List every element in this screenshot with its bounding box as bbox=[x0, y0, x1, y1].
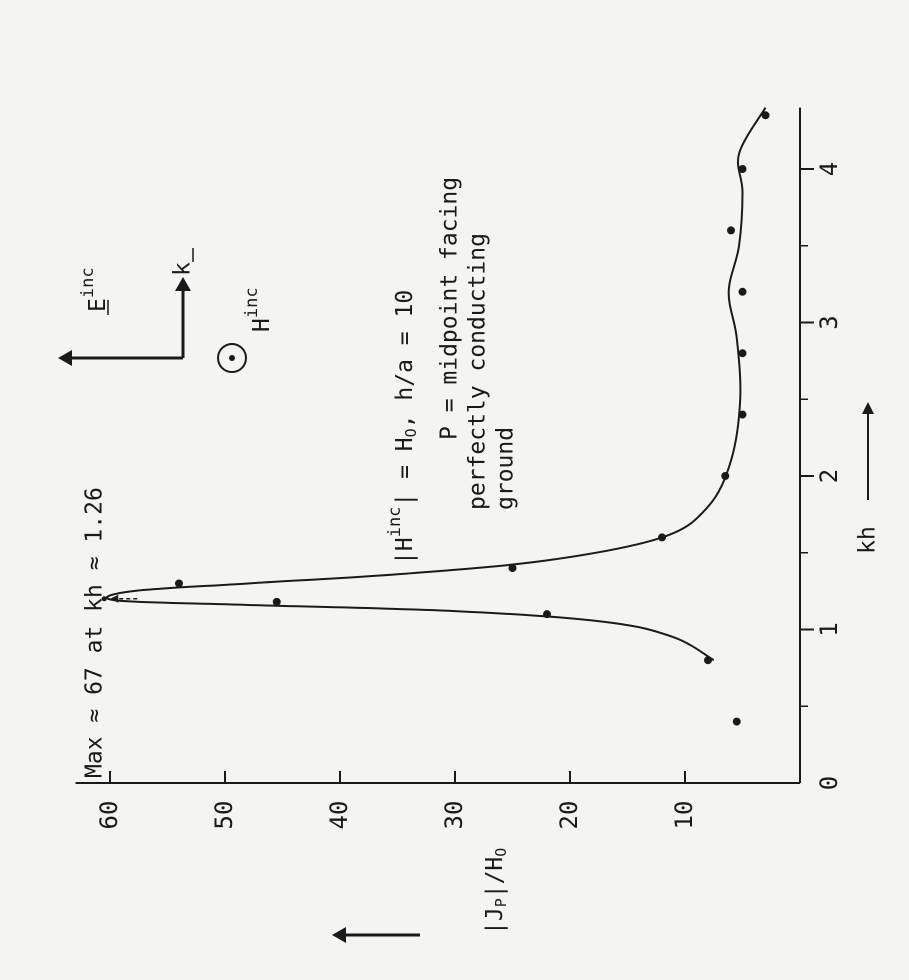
k-label-group: k bbox=[170, 262, 196, 276]
x-tick-label: 2 bbox=[815, 469, 843, 483]
y-tick-label: 50 bbox=[210, 801, 238, 830]
x-tick-label: 1 bbox=[815, 622, 843, 636]
data-point bbox=[721, 472, 730, 480]
y-tick-label: 30 bbox=[440, 801, 468, 830]
y-tick-label: 40 bbox=[325, 801, 353, 830]
data-point bbox=[738, 287, 747, 296]
x-tick-label: 0 bbox=[815, 776, 843, 790]
incident-field-label: |Hinc| = HO, h/a = 10 bbox=[385, 290, 420, 565]
y-axis-label: |JP|/HO bbox=[482, 848, 510, 935]
data-point bbox=[508, 564, 517, 573]
data-point bbox=[175, 579, 183, 588]
data-point bbox=[704, 656, 712, 665]
p-definition-line: P = midpoint facing bbox=[437, 177, 463, 440]
max-note: Max ≈ 67 at kh ≈ 1.26 bbox=[82, 487, 108, 778]
data-point bbox=[738, 410, 747, 419]
max-note-group: Max ≈ 67 at kh ≈ 1.26 bbox=[82, 487, 108, 778]
x-axis-arrowhead bbox=[862, 402, 874, 414]
e-field-label: Einc bbox=[78, 267, 111, 312]
max-marker-arrowhead bbox=[110, 594, 119, 603]
y-tick-label: 60 bbox=[95, 801, 123, 830]
data-point bbox=[727, 226, 735, 235]
k-vector-arrowhead bbox=[175, 277, 191, 291]
data-point bbox=[658, 533, 666, 542]
incident-field-group: |Hinc| = HO, h/a = 10 bbox=[385, 290, 420, 565]
x-axis-label: kh bbox=[855, 526, 881, 554]
chart-labels: Max ≈ 67 at kh ≈ 1.26 |Hinc| = HO, h/a = … bbox=[58, 177, 881, 943]
data-point bbox=[272, 597, 281, 606]
max-marker-point bbox=[101, 596, 107, 602]
h-field-dot-icon bbox=[229, 355, 235, 361]
y-tick-label: 10 bbox=[670, 801, 698, 830]
h-field-out-of-page-icon bbox=[217, 343, 247, 373]
data-point bbox=[543, 610, 551, 619]
data-point bbox=[761, 111, 770, 120]
p-definition-line: perfectly conducting bbox=[465, 233, 491, 510]
p-def-line-group: P = midpoint facing bbox=[437, 177, 463, 440]
ylabel-group: |JP|/HO bbox=[482, 848, 510, 935]
h-label-group: Hinc bbox=[242, 287, 275, 332]
p-def-line-group: ground bbox=[493, 427, 519, 510]
p-definition-line: ground bbox=[493, 427, 519, 510]
y-tick-label: 20 bbox=[555, 801, 583, 830]
chart-axes: 0 1 2 3 4 10 20 30 40 50 60 bbox=[75, 107, 843, 830]
data-point bbox=[738, 165, 747, 173]
k-vector-label: k bbox=[170, 262, 196, 276]
chart-marks bbox=[101, 107, 770, 726]
p-def-line-group: perfectly conducting bbox=[465, 233, 491, 510]
x-tick-label: 4 bbox=[815, 162, 843, 176]
h-field-label: Hinc bbox=[242, 287, 275, 332]
data-point bbox=[738, 349, 747, 358]
smooth-curve bbox=[105, 107, 767, 662]
x-tick-label: 3 bbox=[815, 315, 843, 329]
e-label-group: Einc bbox=[78, 267, 111, 312]
xlabel-group: kh bbox=[855, 526, 881, 554]
y-axis-arrowhead bbox=[332, 927, 346, 943]
e-field-arrowhead bbox=[58, 350, 72, 366]
data-point bbox=[732, 717, 741, 726]
